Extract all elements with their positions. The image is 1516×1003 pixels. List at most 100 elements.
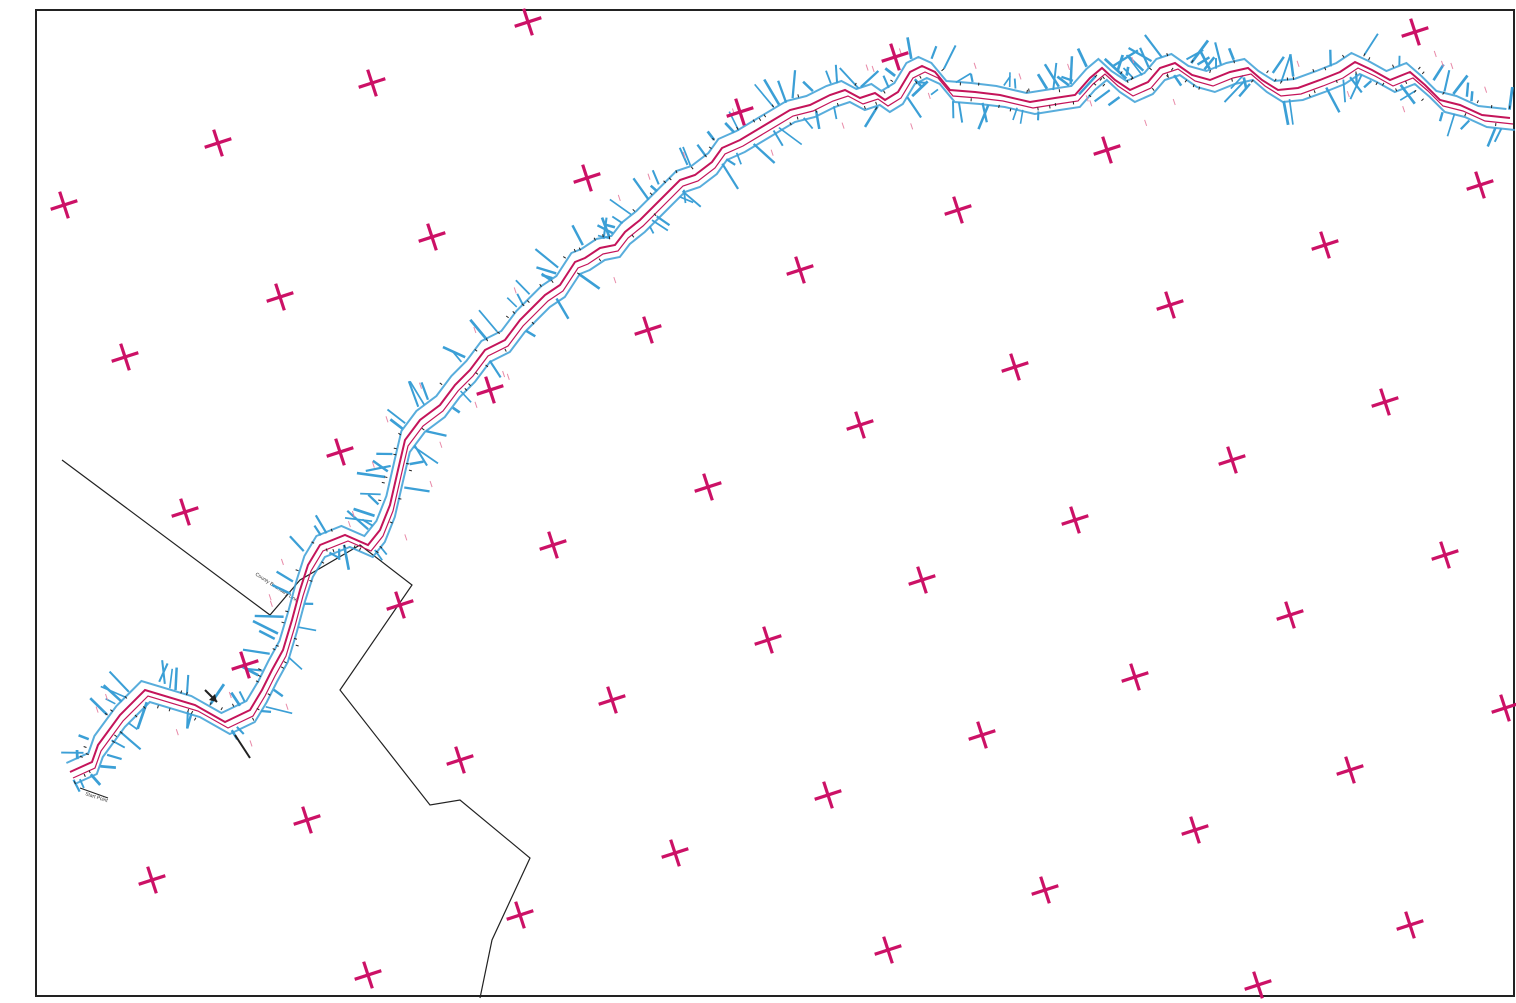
grid-cross-icon [908,566,936,594]
edge-feature [977,104,990,130]
route-hatch [1296,60,1300,67]
route-tick [114,734,118,738]
edge-feature [420,381,430,401]
grid-cross-icon [968,721,996,749]
route-tick [863,105,866,110]
route-hatch [1484,86,1488,93]
route-tick [1368,57,1371,61]
route-tick [598,258,602,262]
route-tick [763,114,767,118]
route-tick [649,192,653,196]
edge-feature [247,667,263,672]
route-tick [1421,71,1425,75]
edge-feature [328,551,340,559]
edge-feature [525,329,536,338]
route-tick [1405,80,1408,85]
edge-feature [1112,49,1139,67]
route-tick [1363,53,1366,57]
route-tick [562,256,567,259]
route-hatch [175,729,179,736]
edge-feature [834,64,839,84]
grid-cross-icon [1311,231,1339,259]
route-hatch [1433,50,1437,58]
grid-cross-icon [1276,601,1304,629]
grid-cross-icon [694,473,722,501]
edge-feature [536,266,557,275]
route-hatch [249,740,253,747]
edge-feature [906,96,922,119]
edge-feature [425,430,447,437]
grid-cross-icon [846,411,874,439]
edge-feature [386,408,406,424]
route-tick [771,104,775,108]
route-hatch [1018,73,1022,80]
edge-feature [1127,47,1153,63]
route-tick [1476,100,1479,104]
route-tick [1198,86,1201,90]
route-tick [573,248,576,253]
route-tick [915,80,918,84]
grid-cross-icon [293,806,321,834]
edge-feature [89,697,108,716]
grid-cross-icon [1371,388,1399,416]
route-tick [124,695,128,699]
grid-cross-icon [874,936,902,964]
edge-feature [342,544,351,570]
route-hatch [280,558,284,566]
route-tick [1099,77,1103,81]
route-tick [1009,108,1012,112]
grid-cross-icon [326,438,354,466]
route-tick [663,180,667,184]
grid-cross-icon [358,69,386,97]
grid-cross-icon [634,316,662,344]
route-tick [168,708,171,712]
route-tick [593,237,596,241]
route-tick [255,680,259,683]
grid-cross-icon [506,901,534,929]
grid-cross-icon [598,686,626,714]
route-hatch [613,276,617,284]
route-tick [381,481,385,484]
route-tick [475,372,479,375]
route-hatch [1441,60,1444,68]
route-tick [1102,76,1105,80]
grid-cross-icon [1156,291,1184,319]
edge-feature [1036,73,1049,90]
route-tick [632,208,636,212]
edge-feature [102,684,123,703]
route-tick [1209,69,1211,74]
route-tick [1166,53,1169,57]
edge-feature [930,88,939,96]
route-tick [1250,79,1254,83]
route-tick [85,753,89,756]
edge-feature [1349,74,1363,100]
route-hatch [973,62,977,69]
route-tick [408,469,412,472]
route-tick [325,548,328,552]
edge-feature [185,674,190,694]
edge-feature [404,486,430,493]
grid-cross-icon [476,376,504,404]
route-hatch [506,373,510,380]
edge-feature [1056,75,1070,87]
route-tick [142,706,146,709]
route-hatch [1131,56,1135,64]
route-line-inner [72,67,1514,779]
route-tick [220,707,223,711]
route-tick [1464,113,1467,117]
edge-feature [814,110,821,130]
edge-feature [108,670,130,693]
edge-feature [1103,57,1128,80]
edge-feature [942,44,957,70]
edge-feature [724,122,736,134]
route-tick [1233,60,1235,64]
route-tick [789,122,792,126]
route-tick [752,119,756,123]
grid-cross-icon [754,626,782,654]
grid-cross-icon [446,746,474,774]
route-hatch [347,520,351,528]
route-tick [485,338,489,342]
route-tick [73,781,76,785]
route-tick [1191,59,1194,63]
route-tick [321,561,325,564]
